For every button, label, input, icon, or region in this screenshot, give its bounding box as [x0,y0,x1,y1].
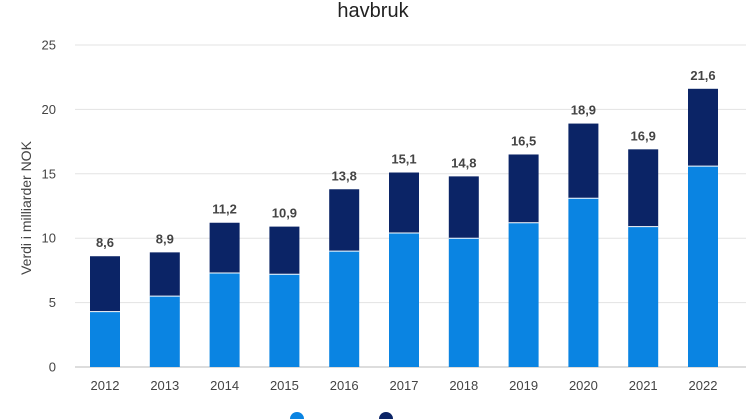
x-tick-label: 2014 [210,378,239,393]
bar-segment-2 [508,154,539,223]
bar-segment-1 [329,251,360,367]
bar-segment-2 [90,256,120,312]
bar-segment-1 [90,311,120,367]
bar-total-label: 16,5 [511,133,536,148]
x-tick-label: 2013 [150,378,179,393]
bar-segment-1 [149,296,180,367]
y-tick-label: 15 [42,166,56,181]
bar-total-label: 21,6 [690,68,715,83]
bar-total-label: 10,9 [272,206,297,221]
y-tick-label: 25 [42,38,56,53]
bars [90,88,718,367]
bar-total-label: 16,9 [631,128,656,143]
bar-segment-2 [149,252,180,297]
bar-total-label: 8,9 [156,231,174,246]
bar-total-label: 11,2 [212,202,237,217]
x-tick-label: 2012 [91,378,120,393]
bar-segment-1 [508,222,539,367]
bar-segment-1 [688,166,718,367]
y-tick-label: 5 [49,295,56,310]
bar-segment-1 [269,274,300,367]
x-tick-label: 2021 [629,378,658,393]
bar-segment-2 [209,222,240,273]
labels: 0 5 10 15 20 25 8,6 2012 8,9 2013 11,2 2014 10,9 2015… [42,38,718,394]
x-tick-label: 2017 [390,378,419,393]
bar-total-label: 18,9 [571,103,596,118]
legend-marker-1 [290,412,304,419]
bar-segment-1 [209,272,240,367]
bar-segment-2 [329,189,360,252]
bar-segment-1 [568,198,599,367]
bar-segment-1 [448,238,479,367]
bar-total-label: 15,1 [391,152,416,167]
x-tick-label: 2015 [270,378,299,393]
legend-marker-2 [379,412,393,419]
chart-title: havbruk [337,0,409,22]
x-tick-label: 2016 [330,378,359,393]
y-tick-label: 0 [49,360,56,375]
bar-segment-2 [568,123,599,199]
bar-segment-2 [448,176,479,239]
x-tick-label: 2020 [569,378,598,393]
bar-segment-1 [389,233,419,367]
bar-total-label: 8,6 [96,235,114,250]
y-tick-label: 10 [42,231,56,246]
bar-total-label: 13,8 [332,168,357,183]
bar-segment-2 [688,88,718,167]
y-axis-title: Verdi i milliarder NOK [18,140,34,274]
legend [290,412,393,419]
bar-segment-1 [628,226,659,367]
bar-segment-2 [628,149,659,227]
y-tick-label: 20 [42,102,56,117]
x-tick-label: 2018 [449,378,478,393]
bar-segment-2 [389,172,419,234]
x-tick-label: 2019 [509,378,538,393]
bar-segment-2 [269,226,300,275]
x-tick-label: 2022 [689,378,718,393]
bar-total-label: 14,8 [451,155,476,170]
